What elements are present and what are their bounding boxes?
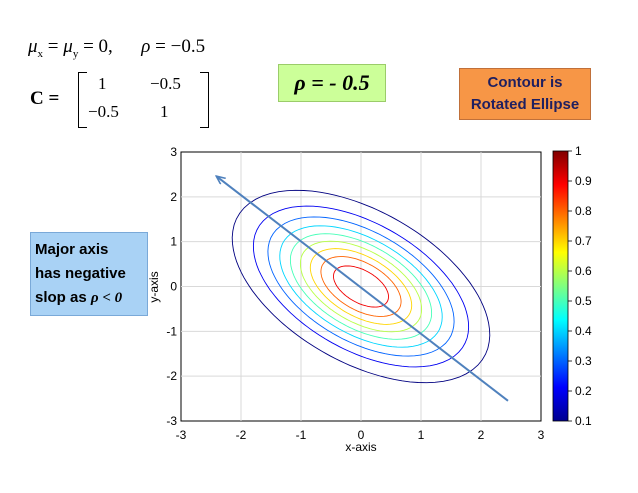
colorbar-tick-label: 0.8 [575, 204, 592, 218]
colorbar-tick-label: 0.4 [575, 324, 592, 338]
mu-x-subscript: x [37, 47, 44, 60]
x-tick-label: -2 [236, 428, 247, 442]
y-tick-label: 0 [170, 280, 177, 294]
colorbar-tick-label: 0.9 [575, 174, 592, 188]
colorbar-tick-label: 0.3 [575, 354, 592, 368]
contour-line [299, 240, 423, 333]
contour-lines [231, 189, 491, 384]
colorbar-ticks: 0.1 0.2 0.3 0.4 0.5 0.6 0.7 0.8 0.9 1 [568, 144, 592, 428]
x-tick-label: -3 [176, 428, 187, 442]
contour-callout-line: Contour is [487, 74, 563, 91]
matrix-lhs: C = [30, 88, 60, 109]
y-tick-label: 3 [170, 145, 177, 159]
x-tick-labels: -3 -2 -1 0 1 2 3 [176, 428, 545, 442]
x-tick-label: 3 [538, 428, 545, 442]
matrix-cell: −0.5 [150, 74, 181, 93]
matrix-cell: −0.5 [88, 102, 119, 121]
rho-symbol: ρ [141, 36, 151, 57]
y-tick-labels: -3 -2 -1 0 1 2 3 [166, 145, 177, 428]
contour-callout-line: Rotated Ellipse [470, 96, 580, 113]
x-axis-label: x-axis [345, 440, 376, 454]
contour-line [320, 256, 402, 317]
x-tick-label: 2 [478, 428, 485, 442]
colorbar [552, 150, 569, 422]
contour-line [267, 216, 455, 357]
colorbar-tick-label: 0.5 [575, 294, 592, 308]
y-tick-label: -2 [166, 369, 177, 383]
colorbar-tick-label: 0.7 [575, 234, 592, 248]
contour-line [252, 205, 470, 368]
covariance-matrix: C = 1 −0.5 −0.5 1 [30, 72, 209, 132]
mu-y-symbol: μ [63, 36, 73, 57]
colorbar-tick-label: 0.2 [575, 384, 592, 398]
y-tick-label: 2 [170, 190, 177, 204]
major-axis-line: has negative [35, 265, 126, 282]
mean-rho-equation: μx = μy = 0, ρ = −0.5 [28, 36, 205, 60]
x-tick-label: -1 [296, 428, 307, 442]
y-tick-label: -1 [166, 324, 177, 338]
major-axis-line-3: slop as ρ < 0 [35, 286, 143, 310]
contour-line [309, 248, 413, 325]
matrix-cell: 1 [98, 74, 107, 93]
major-axis-callout: Major axis has negative slop as ρ < 0 [30, 232, 148, 316]
equals-sign: = [47, 36, 59, 57]
rho-callout: ρ = - 0.5 [278, 64, 386, 102]
contour-callout: Contour is Rotated Ellipse [459, 68, 591, 120]
mu-y-subscript: y [72, 47, 79, 60]
contour-line [289, 233, 433, 340]
major-axis-condition: ρ < 0 [90, 290, 123, 306]
colorbar-tick-label: 0.6 [575, 264, 592, 278]
mean-value: = 0, [83, 36, 113, 57]
y-axis-label: y-axis [147, 271, 161, 302]
colorbar-tick-label: 0.1 [575, 414, 592, 428]
x-tick-label: 0 [358, 428, 365, 442]
major-axis-line: Major axis [35, 241, 109, 258]
major-axis-text: slop as [35, 289, 87, 306]
colorbar-tick-label: 1 [575, 144, 582, 158]
rho-value: = −0.5 [155, 36, 206, 57]
contour-line [333, 265, 389, 308]
contour-line [231, 189, 491, 384]
matrix-left-bracket [78, 72, 87, 128]
y-tick-label: 1 [170, 235, 177, 249]
matrix-right-bracket [200, 72, 209, 128]
y-tick-label: -3 [166, 414, 177, 428]
mu-x-symbol: μ [28, 36, 38, 57]
x-tick-label: 1 [418, 428, 425, 442]
major-axis-arrow [217, 177, 509, 402]
contour-line [279, 225, 443, 348]
matrix-cell: 1 [160, 102, 169, 121]
